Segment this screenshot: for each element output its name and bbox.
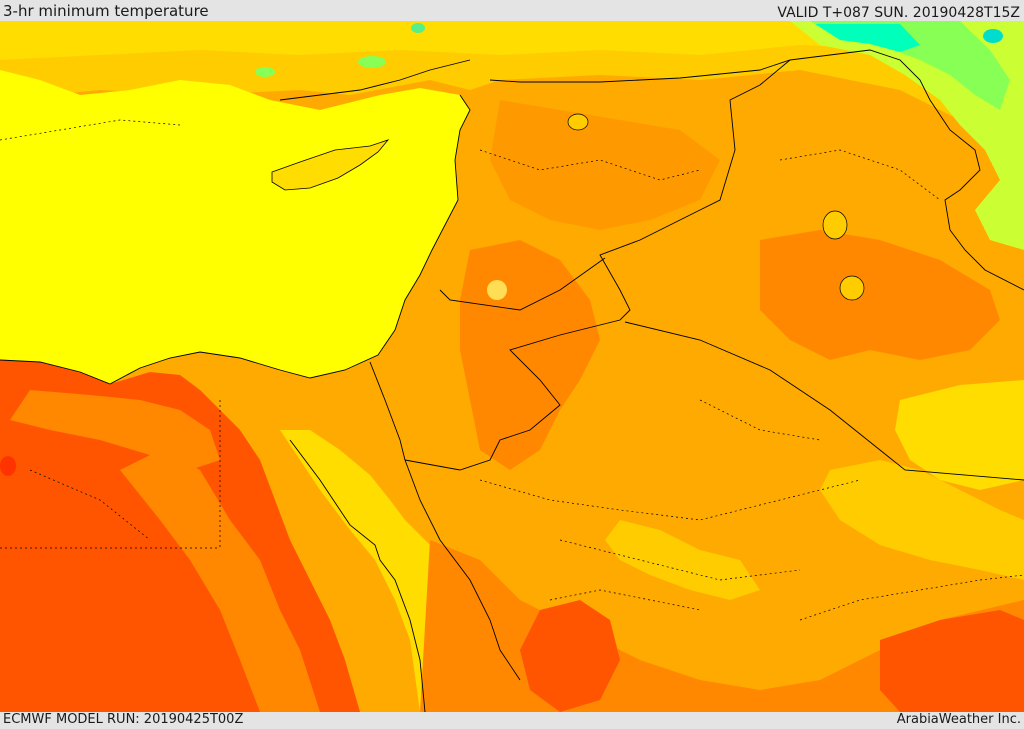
highland-hot-spot: [487, 280, 507, 300]
turkey-green-spot-3: [411, 23, 425, 33]
arabia-red-patch: [520, 600, 620, 712]
highland-cyan-spot: [983, 29, 1003, 43]
header-bar: 3-hr minimum temperature VALID T+087 SUN…: [0, 0, 1024, 21]
cyprus-island: [271, 139, 390, 191]
turkey-green-spot-1: [255, 67, 275, 77]
lake-assad: [567, 113, 589, 131]
turkey-yellow-band: [0, 21, 1024, 60]
footer-bar: ECMWF MODEL RUN: 20190425T00Z ArabiaWeat…: [0, 712, 1024, 729]
highland-green: [810, 21, 1010, 110]
gulf-yellow-zone-2: [820, 460, 1024, 580]
turkey-green-spot-2: [358, 56, 386, 68]
gulf-yellow-zone: [895, 380, 1024, 490]
lake-tharthar: [822, 210, 848, 240]
temperature-map-svg: [0, 21, 1024, 712]
map-title: 3-hr minimum temperature: [3, 2, 209, 20]
valid-time-label: VALID T+087 SUN. 20190428T15Z: [777, 5, 1020, 21]
credit-label: ArabiaWeather Inc.: [896, 712, 1021, 727]
model-run-label: ECMWF MODEL RUN: 20190425T00Z: [3, 712, 244, 727]
iraq-hot-zone: [760, 230, 1000, 360]
syria-warm-zone: [490, 100, 720, 230]
highland-cyan: [815, 24, 920, 52]
country-borders: [0, 49, 1024, 712]
egypt-coast-orange: [10, 390, 220, 470]
lake-milh: [839, 275, 865, 301]
arabia-red-patch-2: [880, 610, 1024, 712]
temperature-map: [0, 21, 1024, 712]
province-borders: [0, 119, 1024, 621]
egypt-orange-band: [120, 450, 320, 712]
egypt-hot-spot: [0, 456, 16, 476]
